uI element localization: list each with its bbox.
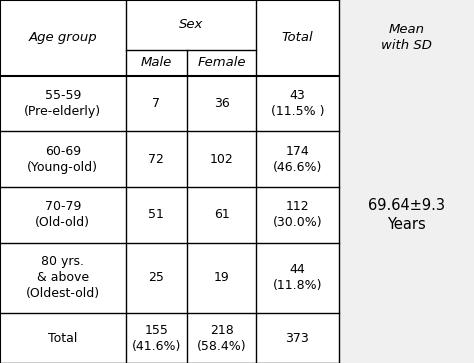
Text: 36: 36	[214, 97, 229, 110]
Text: 112
(30.0%): 112 (30.0%)	[273, 200, 322, 229]
Text: 25: 25	[148, 272, 164, 285]
Bar	[339, 0, 474, 363]
Text: 218
(58.4%): 218 (58.4%)	[197, 324, 246, 352]
Text: 51: 51	[148, 208, 164, 221]
Text: Female: Female	[197, 56, 246, 69]
Text: 7: 7	[153, 97, 160, 110]
Text: 61: 61	[214, 208, 229, 221]
Text: 373: 373	[285, 332, 310, 344]
Text: 69.64±9.3
Years: 69.64±9.3 Years	[368, 198, 445, 232]
Text: Age group: Age group	[28, 32, 97, 44]
Text: Male: Male	[141, 56, 172, 69]
Text: 102: 102	[210, 153, 234, 166]
Text: 60-69
(Young-old): 60-69 (Young-old)	[27, 145, 98, 174]
Text: 70-79
(Old-old): 70-79 (Old-old)	[35, 200, 91, 229]
Text: 155
(41.6%): 155 (41.6%)	[132, 324, 181, 352]
Text: 72: 72	[148, 153, 164, 166]
Text: Total: Total	[282, 32, 313, 44]
Text: 174
(46.6%): 174 (46.6%)	[273, 145, 322, 174]
Text: 44
(11.8%): 44 (11.8%)	[273, 264, 322, 293]
Text: Sex: Sex	[179, 19, 203, 31]
Text: 55-59
(Pre-elderly): 55-59 (Pre-elderly)	[24, 89, 101, 118]
Text: 80 yrs.
& above
(Oldest-old): 80 yrs. & above (Oldest-old)	[26, 256, 100, 301]
Text: Total: Total	[48, 332, 77, 344]
Text: 43
(11.5% ): 43 (11.5% )	[271, 89, 324, 118]
Bar	[0, 0, 339, 363]
Text: Mean
with SD: Mean with SD	[381, 23, 432, 52]
Text: 19: 19	[214, 272, 229, 285]
